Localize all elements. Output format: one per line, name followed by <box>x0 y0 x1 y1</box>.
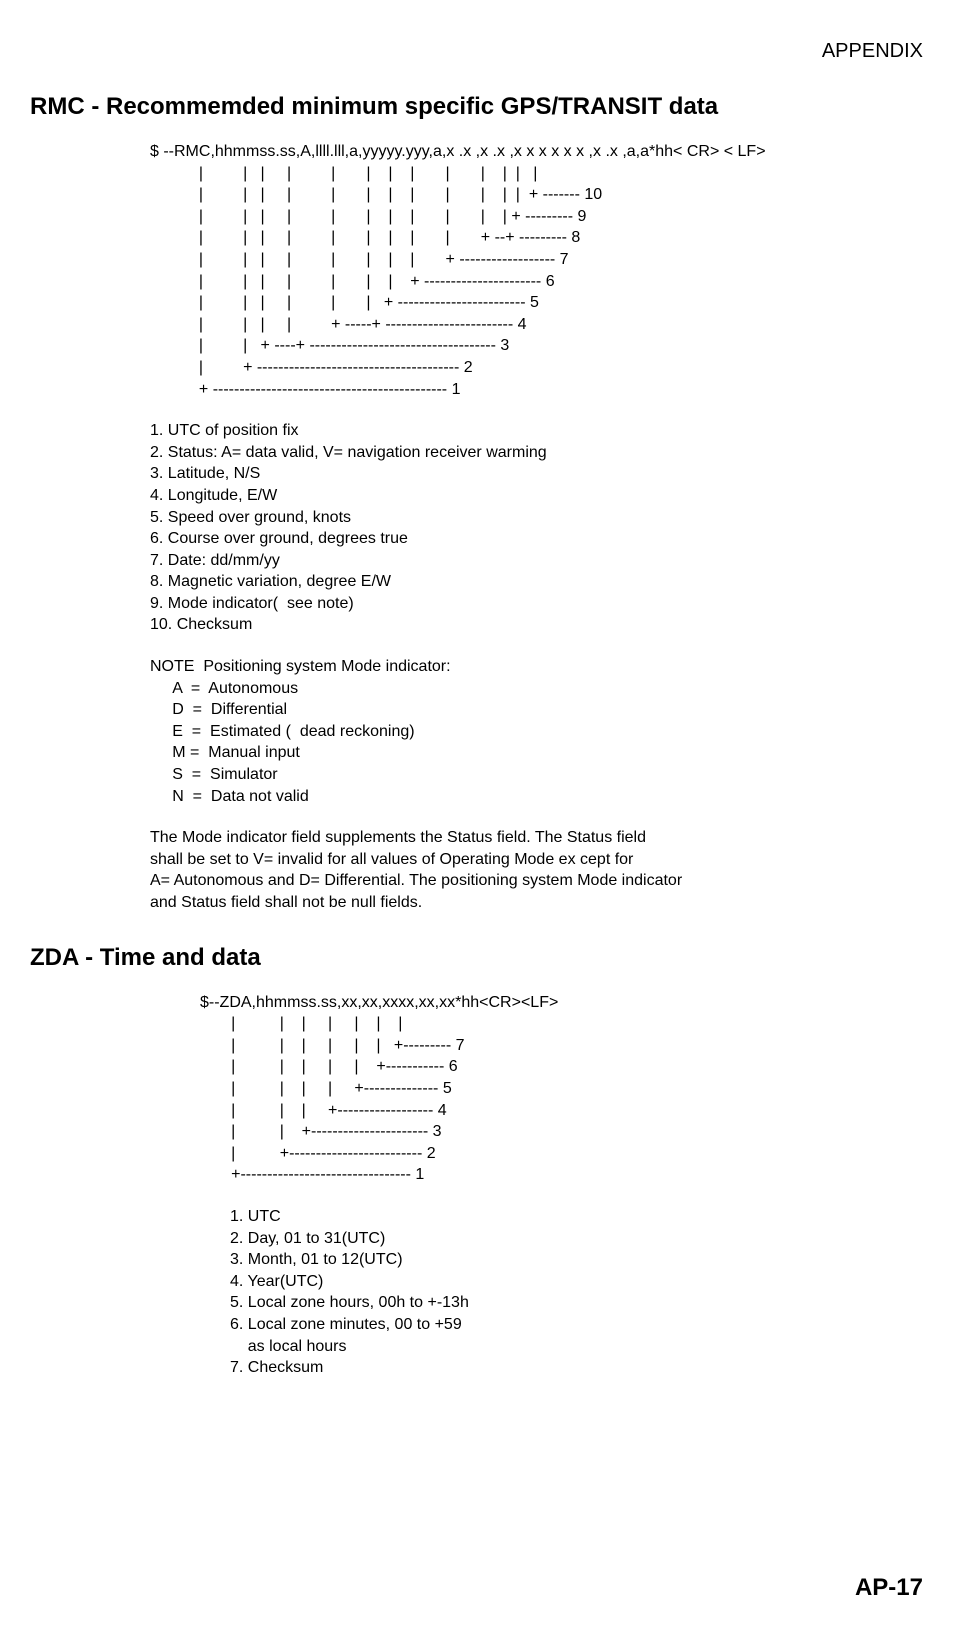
rmc-field-list: 1. UTC of position fix 2. Status: A= dat… <box>150 420 923 636</box>
rmc-title: RMC - Recommemded minimum specific GPS/T… <box>30 93 923 121</box>
rmc-note: NOTE Positioning system Mode indicator: … <box>150 656 923 807</box>
page-number: AP-17 <box>855 1574 923 1602</box>
zda-field-list: 1. UTC 2. Day, 01 to 31(UTC) 3. Month, 0… <box>230 1206 923 1379</box>
zda-diagram: $--ZDA,hhmmss.ss,xx,xx,xxxx,xx,xx*hh<CR>… <box>200 992 923 1186</box>
rmc-paragraph: The Mode indicator field supplements the… <box>150 827 923 913</box>
rmc-diagram: $ --RMC,hhmmss.ss,A,llll.lll,a,yyyyy.yyy… <box>150 141 923 400</box>
zda-title: ZDA - Time and data <box>30 944 923 972</box>
header-label: APPENDIX <box>30 40 923 63</box>
